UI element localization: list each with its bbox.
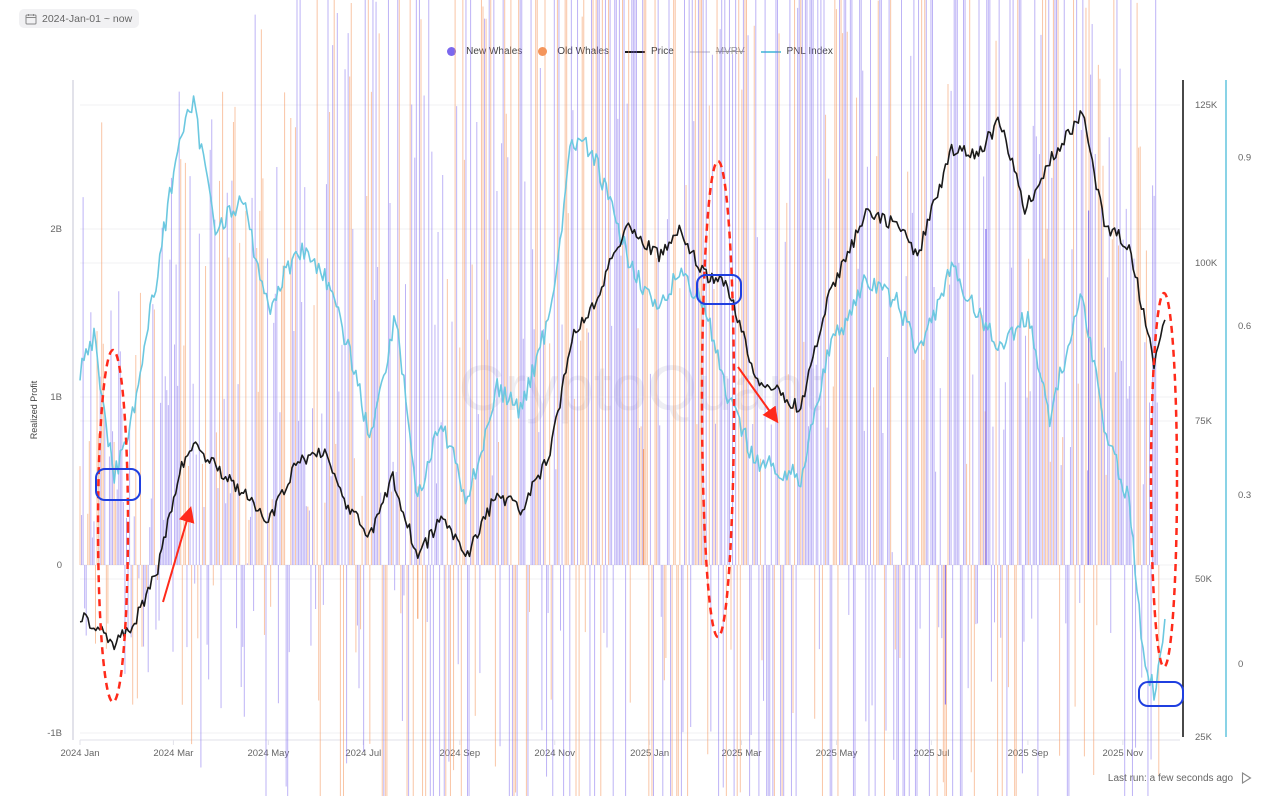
- play-icon[interactable]: [1241, 772, 1252, 784]
- x-tick: 2025 May: [816, 748, 858, 759]
- x-tick: 2025 Jul: [913, 748, 949, 759]
- x-tick: 2024 Mar: [153, 748, 193, 759]
- annotation-ellipse: [1149, 291, 1179, 669]
- annotation-box: [1138, 681, 1184, 707]
- y-price-tick: 25K: [1195, 732, 1213, 743]
- x-tick: 2025 Sep: [1008, 748, 1049, 759]
- price-line: [79, 110, 1166, 651]
- date-range-picker[interactable]: 2024-Jan-01 ~ now: [19, 9, 140, 28]
- y-left-tick: -1B: [47, 728, 62, 739]
- legend-item-old-whales[interactable]: Old Whales: [538, 46, 609, 57]
- legend-swatch: [447, 47, 457, 56]
- date-range-label: 2024-Jan-01 ~ now: [42, 12, 133, 25]
- y-price-tick: 100K: [1195, 258, 1218, 269]
- pnl-index-line: [79, 95, 1166, 701]
- y-pnl-tick: 0: [1238, 659, 1243, 670]
- legend-swatch: [760, 50, 781, 53]
- y-price-tick: 125K: [1195, 100, 1218, 111]
- x-tick: 2025 Nov: [1103, 748, 1144, 759]
- y-price-tick: 75K: [1195, 416, 1213, 427]
- y-price-tick: 50K: [1195, 574, 1213, 585]
- annotation-ellipse: [96, 348, 130, 704]
- legend-label: Old Whales: [557, 46, 609, 57]
- x-tick: 2024 Jul: [345, 748, 381, 759]
- annotation-ellipse: [700, 159, 736, 639]
- x-tick: 2024 Nov: [534, 748, 575, 759]
- y-axis-title: Realized Profit: [29, 380, 39, 439]
- whale-bars: [79, 0, 1160, 796]
- annotation-arrow: [162, 506, 195, 603]
- legend-swatch: [538, 47, 548, 56]
- footer: Last run: a few seconds ago: [1108, 772, 1252, 784]
- legend-label: Price: [650, 46, 674, 57]
- y-pnl-tick: 0.3: [1238, 490, 1251, 501]
- y-left-tick: 0: [57, 560, 62, 571]
- y-pnl-tick: 0.6: [1238, 321, 1251, 332]
- x-tick: 2025 Jan: [630, 748, 669, 759]
- annotation-arrow: [737, 366, 779, 424]
- last-run-label: Last run: a few seconds ago: [1107, 772, 1233, 784]
- x-tick: 2024 May: [247, 748, 289, 759]
- watermark: CryptoQuant: [459, 352, 822, 424]
- annotation-box: [696, 274, 742, 305]
- y-left-tick: 2B: [50, 224, 62, 235]
- x-tick: 2024 Jan: [60, 748, 99, 759]
- legend-label: MVRV: [715, 46, 745, 57]
- calendar-icon: [25, 13, 37, 24]
- y-pnl-tick: 0.9: [1238, 152, 1251, 163]
- x-tick: 2025 Mar: [721, 748, 761, 759]
- x-tick: 2024 Sep: [439, 748, 480, 759]
- annotation-box: [95, 468, 141, 501]
- y-left-tick: 1B: [50, 392, 62, 403]
